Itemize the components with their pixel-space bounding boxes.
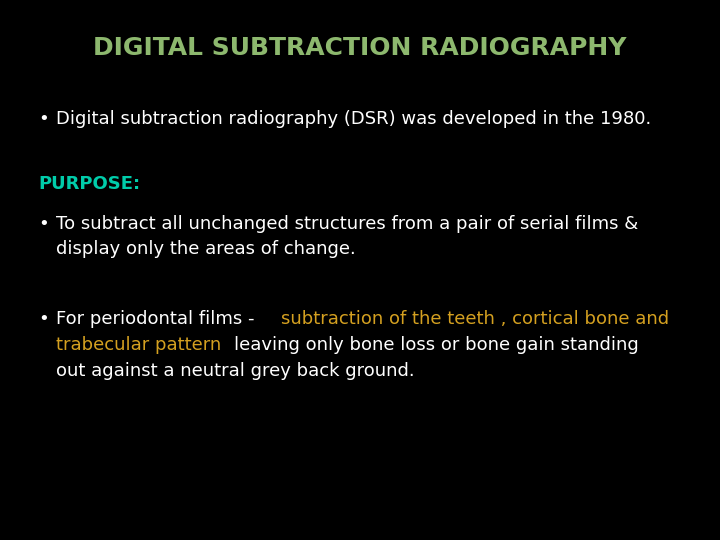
Text: To subtract all unchanged structures from a pair of serial films &: To subtract all unchanged structures fro… <box>56 215 638 233</box>
Text: PURPOSE:: PURPOSE: <box>38 175 140 193</box>
Text: display only the areas of change.: display only the areas of change. <box>56 240 356 258</box>
Text: •: • <box>38 310 49 328</box>
Text: out against a neutral grey back ground.: out against a neutral grey back ground. <box>56 362 415 380</box>
Text: For periodontal films -: For periodontal films - <box>56 310 260 328</box>
Text: Digital subtraction radiography (DSR) was developed in the 1980.: Digital subtraction radiography (DSR) wa… <box>56 110 652 128</box>
Text: subtraction of the teeth , cortical bone and: subtraction of the teeth , cortical bone… <box>282 310 670 328</box>
Text: DIGITAL SUBTRACTION RADIOGRAPHY: DIGITAL SUBTRACTION RADIOGRAPHY <box>94 36 626 60</box>
Text: leaving only bone loss or bone gain standing: leaving only bone loss or bone gain stan… <box>235 336 639 354</box>
Text: trabecular pattern: trabecular pattern <box>56 336 227 354</box>
Text: •: • <box>38 110 49 128</box>
Text: •: • <box>38 215 49 233</box>
